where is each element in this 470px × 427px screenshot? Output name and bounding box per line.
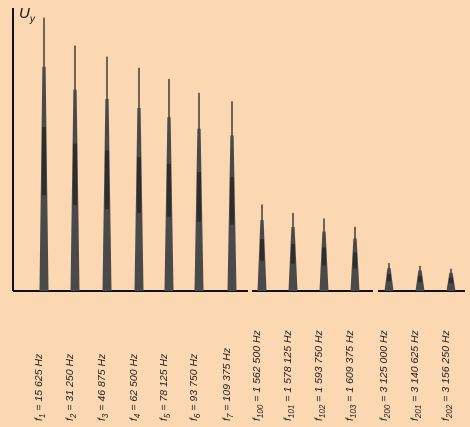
- tick-label-200: f200= 3 125 000 Hz: [378, 329, 392, 421]
- tick-label-4: f4= 62 500 Hz: [128, 353, 142, 421]
- spectral-line-100: [257, 204, 267, 291]
- tick-label-103: f103= 1 609 375 Hz: [344, 329, 358, 421]
- bar-core: [353, 252, 357, 269]
- bar-core: [260, 239, 264, 261]
- bar-core: [418, 275, 422, 283]
- bar-core: [449, 277, 453, 284]
- tick-label-201: f201= 3 140 625 Hz: [409, 329, 423, 421]
- tick-label-1: f1= 15 625 Hz: [33, 353, 47, 421]
- bar-core: [291, 244, 295, 264]
- y-axis-label: Uy: [19, 5, 36, 25]
- spectral-line-202: [446, 268, 456, 291]
- tick-label-2: f2= 31 250 Hz: [64, 353, 78, 421]
- spectral-line-1: [39, 17, 49, 292]
- bar-core: [197, 172, 201, 222]
- spectral-line-5: [164, 78, 174, 291]
- spectral-line-4: [134, 67, 144, 291]
- bar-core: [73, 143, 77, 206]
- tick-label-100: f100= 1 562 500 Hz: [251, 329, 265, 421]
- tick-label-202: f202= 3 156 250 Hz: [440, 329, 454, 421]
- spectral-line-200: [384, 263, 394, 291]
- bar-core: [42, 126, 46, 196]
- spectral-line-102: [319, 218, 329, 291]
- spectral-line-7: [227, 101, 237, 291]
- tick-label-102: f102= 1 593 750 Hz: [313, 329, 327, 421]
- bar-core: [167, 163, 171, 217]
- spectral-line-103: [350, 226, 360, 291]
- bar-core: [105, 150, 109, 209]
- tick-label-101: f101= 1 578 125 Hz: [282, 329, 296, 421]
- bar-core: [230, 177, 234, 225]
- spectral-line-6: [194, 92, 204, 291]
- bar-core: [322, 247, 326, 266]
- spectral-line-201: [415, 265, 425, 291]
- tick-label-3: f3= 46 875 Hz: [96, 353, 110, 421]
- tick-label-6: f6= 93 750 Hz: [188, 353, 202, 421]
- tick-label-7: f7= 109 375 Hz: [221, 347, 235, 421]
- bar-core: [137, 157, 141, 213]
- bar-core: [387, 274, 391, 282]
- spectral-line-3: [102, 56, 112, 291]
- spectral-line-101: [288, 212, 298, 291]
- tick-label-5: f5= 78 125 Hz: [158, 353, 172, 421]
- spectral-line-2: [70, 45, 80, 291]
